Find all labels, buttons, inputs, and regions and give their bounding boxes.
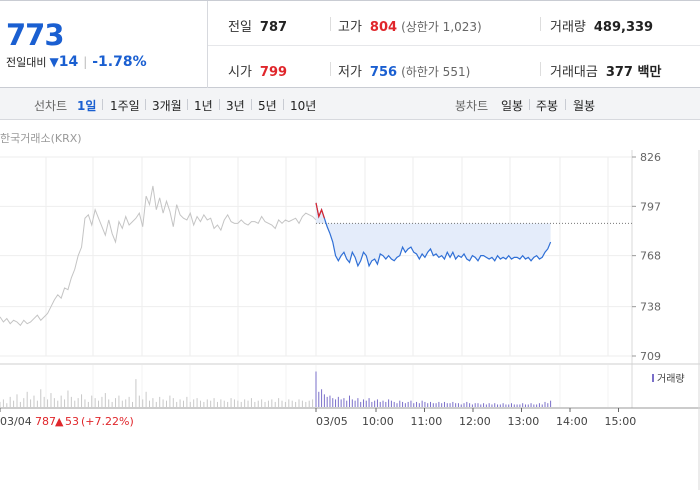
change-points: 14	[58, 54, 79, 70]
line-chart-label: 선차트	[34, 99, 68, 113]
chart-grid	[0, 156, 632, 407]
volume-value: 489,339	[593, 20, 654, 35]
lower-limit: (하한가 551)	[401, 65, 471, 79]
period-weekly-candle-tab[interactable]: 주봉	[536, 99, 559, 113]
volume-legend-swatch	[652, 374, 654, 382]
intraday-price-chart: 826 797 768 738 709 거래량 03/05 10:00 11:00 12:00 13…	[0, 150, 700, 490]
price-box: 773 전일대비 ▼14 | -1.78%	[0, 1, 208, 88]
prev-day-price-line	[0, 185, 317, 327]
quote-panel: 773 전일대비 ▼14 | -1.78% 전일 787 고가 804 (상한가 1,023…	[0, 0, 700, 88]
trade-value: 377 백만	[605, 65, 662, 80]
low-cell: 저가 756 (하한가 551)	[338, 61, 470, 80]
data-source-label: 한국거래소(KRX)	[0, 132, 82, 145]
y-tick-label: 797	[640, 200, 661, 213]
current-price: 773	[6, 18, 65, 52]
prev-close-value: 787	[259, 20, 288, 35]
separator	[187, 99, 188, 110]
separator	[145, 99, 146, 110]
x-tick-label: 14:00	[556, 415, 588, 428]
separator	[529, 99, 530, 110]
change-percent: -1.78%	[92, 54, 147, 70]
high-value: 804	[369, 20, 398, 35]
low-value: 756	[369, 65, 398, 80]
period-daily-candle-tab[interactable]: 일봉	[501, 99, 524, 113]
change-row: 전일대비 ▼14 | -1.78%	[6, 54, 147, 70]
trade-value-label: 거래대금	[550, 65, 598, 80]
y-tick-label: 709	[640, 350, 661, 363]
open-cell: 시가 799	[228, 61, 287, 80]
upper-limit: (상한가 1,023)	[401, 20, 482, 34]
separator: |	[83, 55, 88, 69]
prev-day-close: 787	[35, 415, 56, 428]
period-10y-tab[interactable]: 10년	[290, 99, 317, 113]
x-tick-label: 15:00	[605, 415, 637, 428]
row-divider	[208, 45, 700, 46]
period-1y-tab[interactable]: 1년	[194, 99, 213, 113]
cell-divider	[540, 17, 541, 31]
below-reference-fill	[316, 202, 551, 266]
axis-labels: 826 797 768 738 709 거래량 03/05 10:00 11:00 12:00 13…	[0, 151, 685, 428]
volume-bars	[0, 371, 552, 407]
cell-divider	[540, 62, 541, 76]
y-tick-label: 826	[640, 151, 661, 164]
volume-legend-label: 거래량	[657, 373, 685, 385]
price-fill-area	[316, 202, 551, 266]
open-value: 799	[259, 65, 288, 80]
high-label: 고가	[338, 20, 362, 35]
y-tick-label: 768	[640, 250, 661, 263]
price-lines	[0, 185, 632, 327]
x-tick-label: 13:00	[508, 415, 540, 428]
today-price-line-up-segment	[315, 202, 325, 219]
change-label: 전일대비	[6, 56, 47, 69]
volume-label: 거래량	[550, 20, 586, 35]
separator	[219, 99, 220, 110]
x-tick-label: 12:00	[459, 415, 491, 428]
prev-day-change: 53	[65, 415, 79, 428]
high-cell: 고가 804 (상한가 1,023)	[338, 16, 482, 35]
prev-day-date: 03/04	[0, 415, 32, 428]
down-arrow-icon: ▼	[49, 55, 59, 69]
separator	[565, 99, 566, 110]
chart-frame	[0, 150, 700, 490]
period-3y-tab[interactable]: 3년	[226, 99, 245, 113]
separator	[102, 99, 103, 110]
prev-close-label: 전일	[228, 20, 252, 35]
period-5y-tab[interactable]: 5년	[258, 99, 277, 113]
period-monthly-candle-tab[interactable]: 월봉	[573, 99, 596, 113]
separator	[251, 99, 252, 110]
prev-day-change-percent: (+7.22%)	[81, 415, 134, 428]
y-tick-label: 738	[640, 301, 661, 314]
period-3m-tab[interactable]: 3개월	[152, 99, 182, 113]
x-tick-label: 10:00	[362, 415, 394, 428]
x-tick-label: 11:00	[411, 415, 443, 428]
up-arrow-icon: ▲	[55, 415, 64, 428]
cell-divider	[330, 62, 331, 76]
cell-divider	[330, 17, 331, 31]
prev-close-cell: 전일 787	[228, 16, 287, 35]
chart-toolbar: 선차트 1일 1주일 3개월 1년 3년 5년 10년 봉차트 일봉 주봉 월봉	[0, 88, 700, 120]
volume-cell: 거래량 489,339	[550, 16, 653, 35]
separator	[283, 99, 284, 110]
trade-value-cell: 거래대금 377 백만	[550, 61, 661, 80]
x-tick-label: 03/05	[316, 415, 348, 428]
low-label: 저가	[338, 65, 362, 80]
open-label: 시가	[228, 65, 252, 80]
today-price-line	[315, 202, 552, 268]
period-1w-tab[interactable]: 1주일	[110, 99, 140, 113]
candle-chart-label: 봉차트	[455, 99, 489, 113]
period-1d-tab[interactable]: 1일	[77, 99, 97, 113]
